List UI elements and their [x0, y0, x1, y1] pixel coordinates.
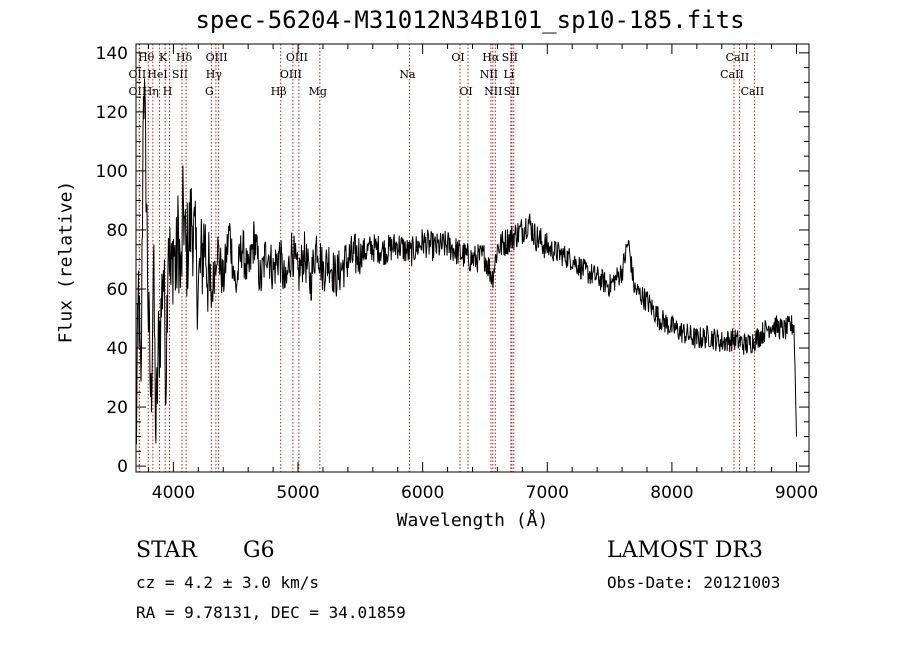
x-tick-label-8000: 8000: [650, 483, 693, 503]
line-label-6: H: [163, 85, 173, 98]
ra-dec-coordinates: RA = 9.78131, DEC = 34.01859: [136, 603, 406, 622]
line-label-10: Hγ: [206, 68, 223, 81]
y-tick-label-100: 100: [96, 162, 128, 182]
object-subclass: G6: [243, 538, 275, 563]
line-label-2: OII: [129, 68, 147, 81]
line-label-22: SII: [502, 51, 518, 64]
y-tick-label-0: 0: [117, 457, 128, 477]
object-class: STAR: [136, 538, 197, 563]
y-tick-label-60: 60: [106, 280, 128, 300]
line-label-13: OIII: [286, 51, 308, 64]
line-label-15: Mg: [309, 85, 327, 98]
line-label-8: Hδ: [176, 51, 193, 64]
line-label-17: OI: [451, 51, 464, 64]
line-label-20: NII: [480, 68, 498, 81]
x-tick-label-6000: 6000: [401, 483, 444, 503]
y-axis-label: Flux (relative): [55, 180, 77, 344]
line-label-24: SII: [504, 85, 520, 98]
y-tick-label-40: 40: [106, 339, 128, 359]
flux-series-line: [135, 78, 797, 445]
line-label-3: Hη: [143, 85, 159, 98]
line-label-19: Hα: [482, 51, 500, 64]
line-label-12: Hβ: [271, 85, 287, 98]
line-label-0: OII: [129, 85, 147, 98]
y-tick-label-120: 120: [96, 103, 128, 123]
line-label-1: Hθ: [138, 51, 155, 64]
line-label-14: OIII: [280, 68, 302, 81]
x-axis-label: Wavelength (Å): [396, 510, 549, 531]
line-label-23: Li: [503, 68, 514, 81]
line-label-9: OIII: [206, 51, 228, 64]
line-label-16: Na: [399, 68, 416, 81]
line-label-4: K: [159, 51, 168, 64]
y-tick-label-80: 80: [106, 221, 128, 241]
observation-date: Obs-Date: 20121003: [607, 573, 781, 592]
x-tick-label-9000: 9000: [775, 483, 818, 503]
x-tick-label-5000: 5000: [276, 483, 319, 503]
x-tick-label-4000: 4000: [152, 483, 195, 503]
y-tick-label-20: 20: [106, 398, 128, 418]
line-label-21: NII: [484, 85, 502, 98]
chart-title: spec-56204-M31012N34B101_sp10-185.fits: [195, 6, 745, 34]
line-label-11: G: [205, 85, 214, 98]
survey-name: LAMOST DR3: [607, 538, 763, 563]
line-label-18: OI: [459, 85, 472, 98]
line-label-7: SII: [172, 68, 188, 81]
line-label-26: CaII: [720, 68, 744, 81]
redshift-velocity: cz = 4.2 ± 3.0 km/s: [136, 573, 320, 592]
line-label-25: CaII: [726, 51, 750, 64]
y-tick-label-140: 140: [96, 44, 128, 64]
line-label-27: CaII: [741, 85, 765, 98]
x-tick-label-7000: 7000: [526, 483, 569, 503]
line-label-5: HeI: [147, 68, 167, 81]
